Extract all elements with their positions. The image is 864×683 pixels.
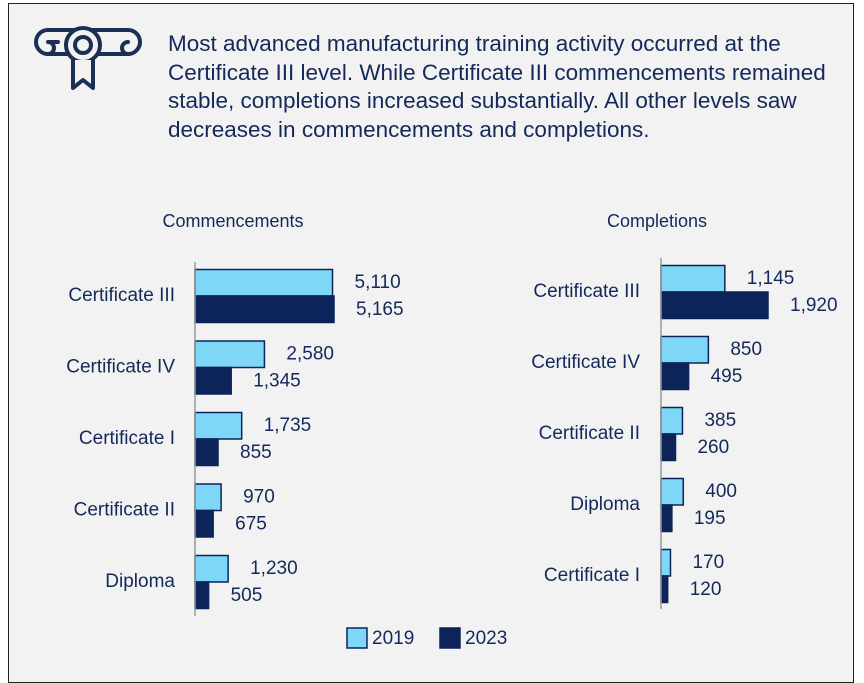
value-label: 385 bbox=[704, 410, 736, 431]
value-label: 5,165 bbox=[356, 299, 404, 320]
legend-swatch bbox=[346, 627, 368, 649]
bar bbox=[194, 554, 229, 583]
category-label: Certificate II bbox=[74, 500, 175, 521]
value-label: 1,145 bbox=[747, 268, 795, 289]
value-label: 505 bbox=[231, 585, 263, 606]
value-label: 970 bbox=[243, 487, 275, 508]
legend-label: 2019 bbox=[372, 628, 414, 649]
chart-title: Completions bbox=[607, 211, 707, 231]
category-label: Certificate III bbox=[68, 285, 175, 306]
bar bbox=[194, 268, 334, 297]
value-label: 260 bbox=[697, 437, 729, 458]
value-label: 1,920 bbox=[790, 295, 838, 316]
bar bbox=[194, 366, 232, 395]
legend-label: 2023 bbox=[465, 628, 507, 649]
bar bbox=[660, 362, 690, 391]
panel bbox=[8, 3, 854, 683]
bar bbox=[660, 548, 672, 577]
value-label: 850 bbox=[730, 339, 762, 360]
category-label: Certificate I bbox=[79, 428, 175, 449]
certificate-icon bbox=[34, 26, 142, 90]
value-label: 5,110 bbox=[355, 272, 401, 293]
bar bbox=[660, 406, 684, 435]
bar bbox=[194, 509, 214, 538]
value-label: 495 bbox=[711, 366, 743, 387]
category-label: Certificate III bbox=[533, 281, 640, 302]
value-label: 195 bbox=[694, 508, 726, 529]
value-label: 1,230 bbox=[250, 558, 298, 579]
bar bbox=[660, 477, 685, 506]
bar bbox=[194, 411, 243, 440]
bar bbox=[660, 575, 669, 604]
category-label: Diploma bbox=[570, 494, 640, 515]
bar bbox=[660, 504, 673, 533]
bar bbox=[660, 433, 677, 462]
description: Most advanced manufacturing training act… bbox=[168, 31, 826, 142]
value-label: 170 bbox=[692, 552, 724, 573]
bar bbox=[194, 483, 222, 512]
legend-swatch bbox=[439, 627, 461, 649]
bar bbox=[660, 291, 769, 320]
value-label: 120 bbox=[690, 579, 722, 600]
value-label: 400 bbox=[705, 481, 737, 502]
value-label: 855 bbox=[240, 442, 272, 463]
bar bbox=[194, 295, 335, 324]
category-label: Certificate II bbox=[539, 423, 640, 444]
value-label: 675 bbox=[235, 514, 267, 535]
value-label: 2,580 bbox=[286, 344, 334, 365]
bar bbox=[660, 335, 710, 364]
value-label: 1,735 bbox=[264, 415, 312, 436]
category-label: Certificate I bbox=[544, 565, 640, 586]
category-label: Diploma bbox=[105, 571, 175, 592]
bar bbox=[194, 581, 210, 610]
category-label: Certificate IV bbox=[66, 357, 175, 378]
bar bbox=[660, 264, 726, 293]
bar bbox=[194, 438, 219, 467]
chart-title: Commencements bbox=[162, 211, 303, 231]
category-label: Certificate IV bbox=[531, 352, 640, 373]
bar bbox=[194, 340, 266, 369]
value-label: 1,345 bbox=[253, 371, 301, 392]
